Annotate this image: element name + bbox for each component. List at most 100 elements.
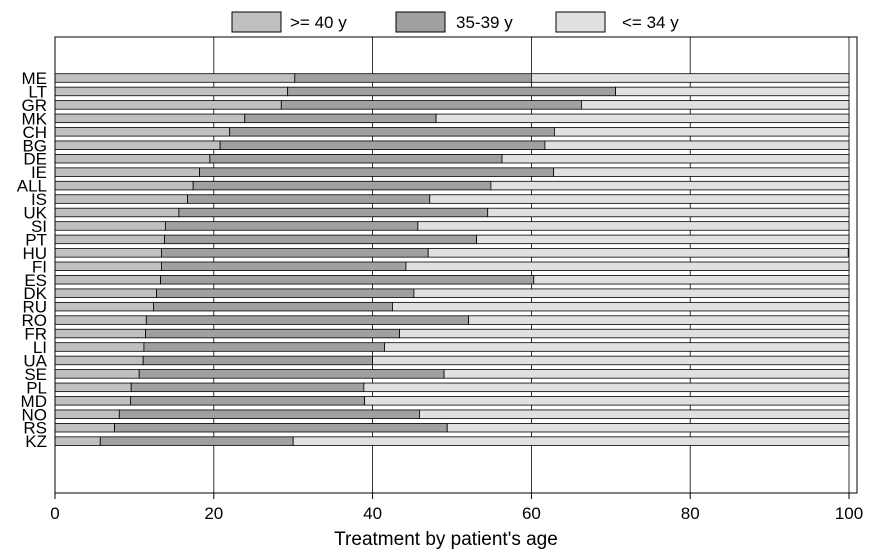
bar-ro-series-2 [468,315,850,325]
bar-fi-series-0 [54,261,162,272]
category-label: RU [22,298,47,317]
bar-me-series-0 [54,73,296,83]
bar-hu-series-2 [427,248,849,258]
category-label: FI [32,257,47,276]
bar-is-series-2 [429,194,850,204]
bar-dk-series-2 [413,288,850,298]
bar-kz-series-1 [99,436,294,446]
bar-se-series-2 [443,369,850,379]
bar-uk-series-2 [487,207,850,218]
x-axis-title: Treatment by patient's age [334,529,558,550]
bar-si-series-1 [164,221,419,231]
category-label: SI [31,217,47,236]
bar-me-series-2 [531,73,850,83]
legend-label: <= 34 y [622,13,679,32]
bar-li-series-1 [143,342,385,352]
legend-label: 35-39 y [456,13,513,32]
category-label: IS [31,190,47,209]
bar-all-series-2 [490,180,850,191]
category-label: LT [28,82,47,101]
category-label: MK [22,109,48,128]
bar-fr-series-1 [145,328,400,339]
bar-de-series-0 [54,153,211,164]
x-tick-label: 100 [835,504,863,523]
category-labels: MELTGRMKCHBGDEIEALLISUKSIPTHUFIESDKRUROF… [17,69,48,451]
bar-pt-series-1 [164,234,478,245]
category-label: MD [21,392,47,411]
category-label: ALL [17,177,47,196]
bar-no-series-0 [54,409,120,419]
bar-ua-series-1 [142,355,374,366]
category-label: PL [26,378,47,397]
bar-pt-series-0 [54,234,165,245]
bar-bg-series-0 [54,140,221,150]
bar-lt-series-0 [54,86,289,97]
bar-all-series-0 [54,180,194,191]
bar-mk-series-1 [244,113,437,124]
bar-ch-series-1 [229,127,555,137]
category-label: PT [25,230,47,249]
plot-frame [54,36,858,494]
bar-fr-series-2 [399,328,850,339]
x-tick-label: 20 [204,504,223,523]
bar-no-series-2 [419,409,850,419]
category-label: RS [23,419,47,438]
category-label: DK [23,284,47,303]
bar-de-series-1 [209,153,503,164]
x-tick-label: 0 [50,504,59,523]
bar-pt-series-2 [476,234,850,245]
bar-bg-series-1 [219,140,546,150]
bar-kz-series-0 [54,436,101,446]
bar-bg-series-2 [544,140,850,150]
bar-ua-series-2 [372,355,850,366]
bar-is-series-0 [54,194,188,204]
bar-hu-series-1 [160,248,429,258]
bar-se-series-1 [138,369,445,379]
bar-dk-series-1 [156,288,415,298]
bar-me-series-1 [294,73,532,83]
bar-ro-series-1 [145,315,470,325]
bar-li-series-0 [54,342,145,352]
legend-swatch [395,11,446,33]
bar-ie-series-0 [54,167,200,177]
bar-ch-series-2 [554,127,850,137]
bar-ua-series-0 [54,355,144,366]
x-axis: 0 20 40 60 80 100 [50,493,863,523]
bar-dk-series-0 [54,288,158,298]
bar-fi-series-2 [405,261,850,272]
bar-se-series-0 [54,369,140,379]
bar-ru-series-2 [392,301,850,312]
category-label: KZ [25,432,47,451]
bar-hu-series-0 [54,248,162,258]
bar-pl-series-1 [130,382,365,393]
bar-ru-series-0 [54,301,154,312]
category-label: FR [24,325,47,344]
bar-uk-series-0 [54,207,180,218]
x-tick-label: 40 [363,504,382,523]
category-label: LI [33,338,47,357]
bar-all-series-1 [192,180,492,191]
category-label: UK [23,204,47,223]
bar-ie-series-2 [553,167,850,177]
bar-si-series-2 [417,221,850,231]
category-label: BG [22,136,47,155]
category-label: UA [23,351,47,370]
bar-es-series-2 [533,275,850,285]
category-label: ME [22,69,48,88]
category-label: GR [22,96,48,115]
bar-rs-series-2 [446,422,850,433]
bar-gr-series-1 [280,100,582,110]
bar-ch-series-0 [54,127,231,137]
bar-mk-series-0 [54,113,246,124]
category-label: CH [22,123,47,142]
bar-md-series-0 [54,396,131,406]
bar-si-series-0 [54,221,166,231]
legend-swatch [231,11,282,33]
x-tick-label: 60 [522,504,541,523]
bar-es-series-0 [54,275,162,285]
bar-gr-series-2 [581,100,850,110]
bar-kz-series-2 [292,436,850,446]
bar-ie-series-1 [199,167,555,177]
bar-rs-series-0 [54,422,115,433]
